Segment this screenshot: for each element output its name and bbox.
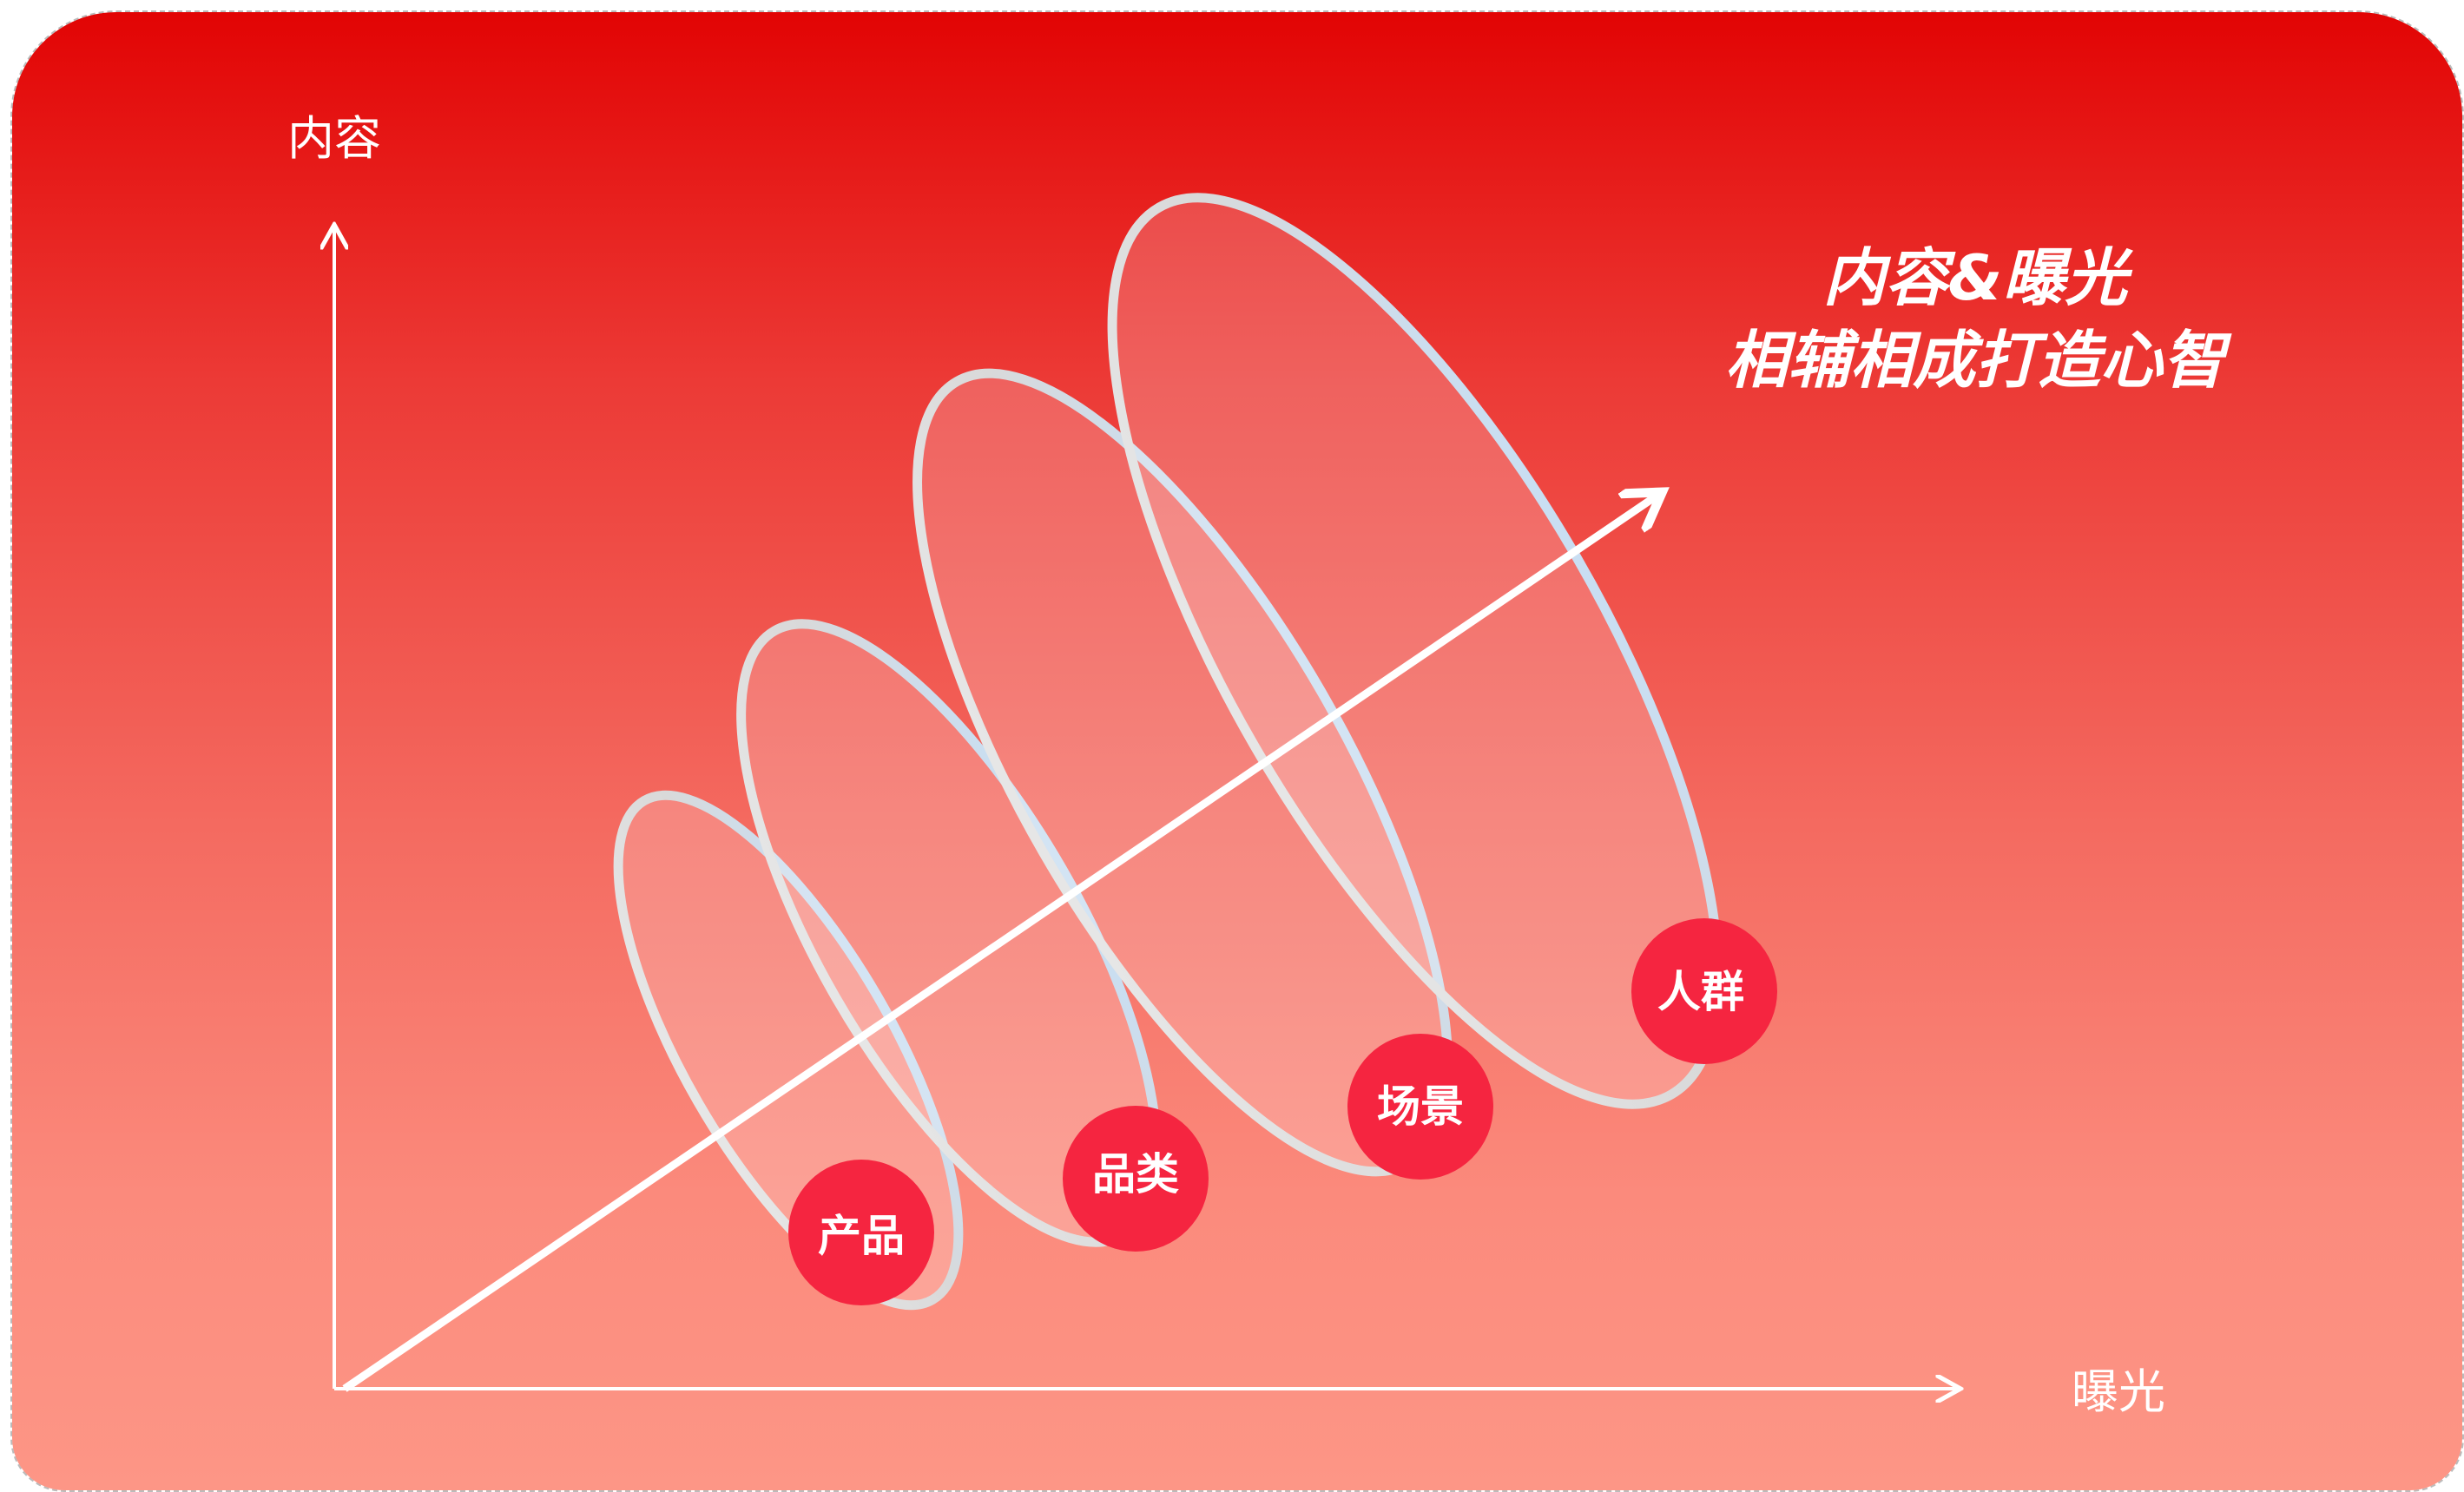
x-axis-label: 曝光 bbox=[2072, 1364, 2165, 1419]
badge-category: 品类 bbox=[1063, 1106, 1209, 1252]
badge-scene-label: 场景 bbox=[1377, 1081, 1464, 1132]
badge-crowd-label: 人群 bbox=[1657, 967, 1744, 1017]
diagram-card bbox=[10, 10, 2464, 1492]
y-axis-label: 内容 bbox=[287, 111, 381, 166]
headline-line1: 内容&曝光 bbox=[1823, 241, 2134, 314]
badge-crowd: 人群 bbox=[1631, 918, 1777, 1064]
layer-ellipse-crowd bbox=[1107, 193, 1723, 1109]
badge-category-label: 品类 bbox=[1092, 1149, 1179, 1200]
growth-arrow bbox=[342, 495, 1658, 1392]
badge-scene: 场景 bbox=[1347, 1034, 1493, 1180]
badge-product-label: 产品 bbox=[818, 1211, 905, 1261]
headline-line2: 相辅相成打造心智 bbox=[1725, 324, 2232, 397]
badge-product: 产品 bbox=[788, 1160, 934, 1305]
